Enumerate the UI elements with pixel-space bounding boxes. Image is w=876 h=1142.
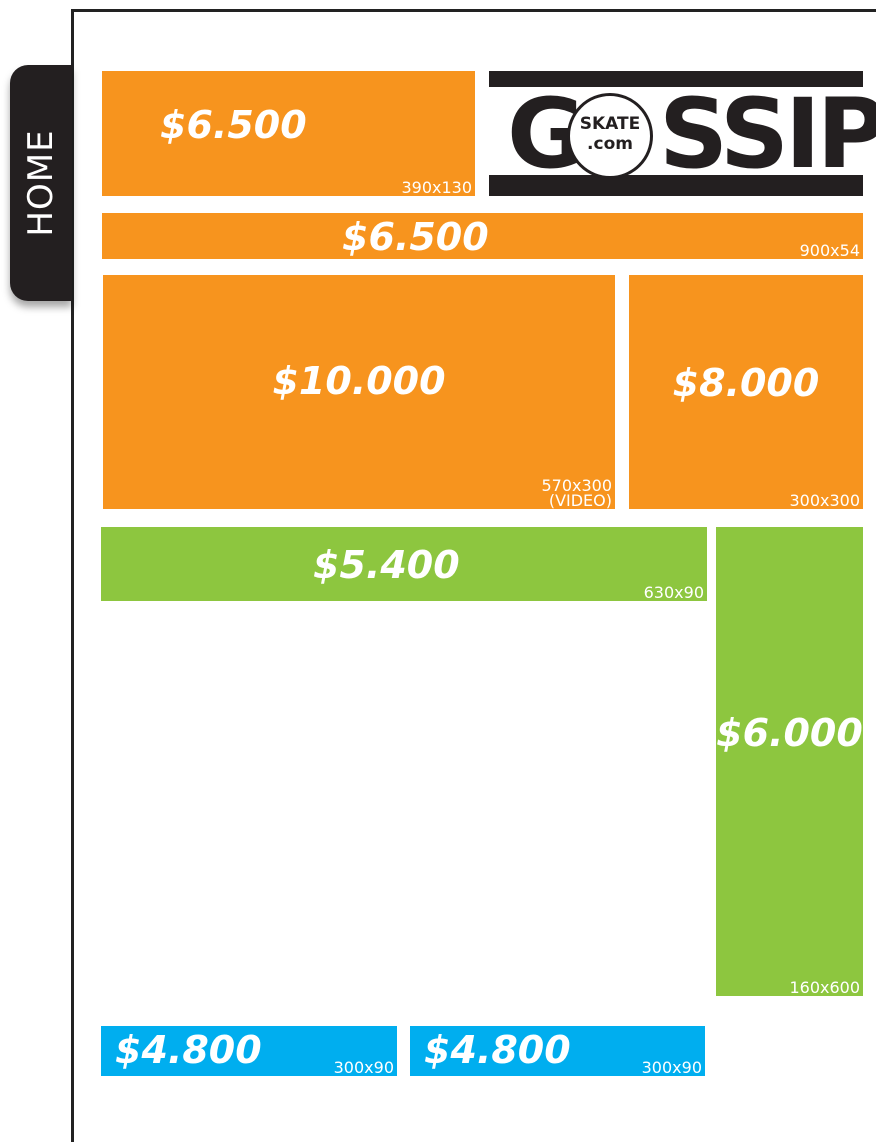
page: HOME G SKATE .com SSIP $6.500 390x130 $6.5… (10, 9, 876, 1142)
slot-price: $4.800 (115, 1028, 262, 1072)
home-tab[interactable]: HOME (10, 65, 72, 301)
logo-right: SSIP (659, 78, 876, 190)
slot-note: (VIDEO) (548, 491, 612, 510)
slot-price: $5.400 (313, 543, 460, 587)
slot-size: 390x130 (401, 178, 472, 197)
slot-size: 160x600 (789, 978, 860, 997)
ad-slot: $5.400 630x90 (101, 527, 707, 601)
ad-slot: $6.500 900x54 (102, 213, 863, 259)
slot-size-text: 300x90 (333, 1058, 394, 1077)
slot-size-text: 390x130 (401, 178, 472, 197)
slot-size: 570x300 (VIDEO) (541, 476, 612, 510)
logo-band (489, 87, 863, 175)
slot-size: 630x90 (643, 583, 704, 602)
slot-size-text: 630x90 (643, 583, 704, 602)
slot-price: $6.500 (342, 215, 489, 259)
slot-size-text: 900x54 (799, 241, 860, 260)
slot-size: 300x300 (789, 491, 860, 510)
ad-slot: $6.500 390x130 (102, 71, 475, 196)
tab-label[interactable]: HOME (21, 129, 61, 237)
ad-slot: $4.800 300x90 (101, 1026, 397, 1076)
gossip-logo: G SKATE .com SSIP (489, 71, 876, 196)
slot-price: $8.000 (672, 361, 820, 405)
slot-price: $6.500 (160, 103, 307, 147)
slot-size-text: 570x300 (541, 476, 612, 495)
ad-slot: $8.000 300x300 (629, 275, 863, 509)
slot-size: 900x54 (799, 241, 860, 260)
slot-price: $10.000 (272, 359, 446, 403)
ad-slot: $4.800 300x90 (410, 1026, 705, 1076)
slot-size-text: 160x600 (789, 978, 860, 997)
ad-slot: $6.000 160x600 (716, 527, 863, 996)
ad-slot: $10.000 570x300 (VIDEO) (103, 275, 615, 509)
slot-size: 300x90 (641, 1058, 702, 1077)
badge-bottom: .com (587, 134, 633, 154)
logo-badge: SKATE .com (567, 93, 653, 179)
slot-price: $4.800 (424, 1028, 571, 1072)
badge-top: SKATE (579, 114, 641, 134)
slot-size-text: 300x90 (641, 1058, 702, 1077)
slot-size-text: 300x300 (789, 491, 860, 510)
page-frame (71, 9, 876, 1142)
slot-size: 300x90 (333, 1058, 394, 1077)
slot-price: $6.000 (716, 711, 863, 755)
